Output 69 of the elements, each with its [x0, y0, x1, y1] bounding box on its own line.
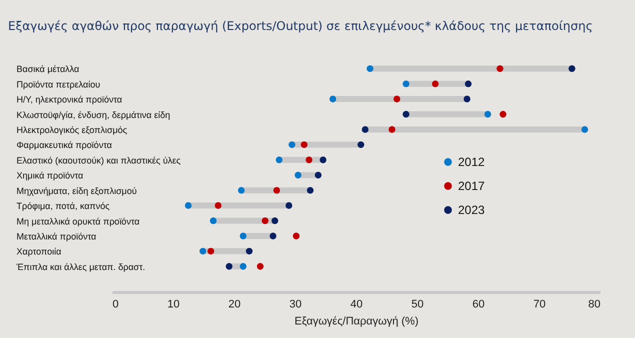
x-axis-title: Εξαγωγές/Παραγωγή (%) [294, 316, 418, 328]
y-tick-label: Βασικά μέταλλα [16, 64, 80, 74]
y-tick-label: Προϊόντα πετρελαίου [16, 79, 100, 90]
y-tick-label: Χημικά προϊόντα [16, 170, 84, 181]
point [240, 263, 247, 270]
x-tick-label: 40 [350, 298, 363, 310]
point [292, 232, 300, 240]
y-tick-label: Μεταλλικά προϊόντα [16, 231, 96, 242]
point [288, 141, 296, 148]
point [184, 202, 192, 209]
point [581, 126, 588, 133]
y-tick-label: Φαρμακευτικά προϊόντα [16, 140, 112, 150]
point [496, 65, 504, 72]
point [362, 126, 369, 133]
point [246, 248, 253, 255]
point [394, 96, 400, 102]
point [256, 263, 264, 270]
y-tick-label: Κλωστοϋφ/γία, ένδυση, δερμάτινα είδη [16, 110, 170, 120]
point [464, 80, 472, 88]
y-tick-label: Έπιπλα και άλλες μεταπ. δραστ. [16, 262, 146, 272]
point [306, 156, 312, 164]
y-tick-label: Ηλεκτρολογικός εξοπλισμός [16, 124, 128, 135]
point [402, 110, 410, 118]
point [200, 248, 206, 255]
x-tick-label: 50 [411, 298, 424, 310]
point [432, 80, 439, 88]
x-tick-label: 10 [167, 298, 180, 310]
y-tick-label: Χαρτοποιία [16, 246, 62, 257]
chart-title: Εξαγωγές αγαθών προς παραγωγή (Exports/Output) σε επιλεγμένους* κλάδους της μεταποίησης [8, 19, 593, 33]
x-tick-label: 70 [533, 298, 546, 310]
point [314, 172, 322, 178]
point [207, 248, 214, 255]
legend-label: 2017 [458, 179, 486, 193]
point [402, 80, 410, 88]
x-tick-label: 60 [472, 298, 485, 310]
y-tick-label: Η/Υ, ηλεκτρονικά προϊόντα [16, 94, 122, 105]
point [320, 156, 326, 164]
legend-label: 2012 [458, 155, 486, 169]
y-tick-label: Μη μεταλλικά ορυκτά προϊόντα [16, 216, 140, 226]
point [306, 186, 314, 194]
point [226, 263, 232, 270]
point [286, 202, 292, 209]
point [568, 65, 576, 72]
point [238, 186, 245, 194]
point [210, 217, 217, 224]
y-tick-label: Τρόφιμα, ποτά, καπνός [16, 201, 110, 212]
point [329, 96, 336, 102]
point [276, 156, 282, 164]
x-tick-label: 20 [228, 298, 241, 310]
point [464, 96, 470, 102]
x-tick-label: 30 [289, 298, 302, 310]
y-tick-label: Ελαστικό (καουτσούκ) και πλαστικές ύλες [16, 155, 182, 166]
point [272, 217, 278, 224]
y-tick-label: Μηχανήματα, είδη εξοπλισμού [16, 186, 137, 196]
point [358, 141, 364, 148]
x-tick-label: 0 [112, 298, 119, 310]
point [262, 217, 268, 224]
point [294, 172, 302, 178]
point [366, 65, 374, 72]
point [388, 126, 396, 133]
point [300, 141, 308, 148]
legend-label: 2023 [458, 203, 486, 217]
point [500, 110, 506, 118]
point [484, 110, 492, 118]
x-tick-label: 80 [588, 298, 600, 310]
point [270, 232, 276, 240]
point [273, 186, 280, 194]
point [240, 232, 247, 240]
point [214, 202, 222, 209]
